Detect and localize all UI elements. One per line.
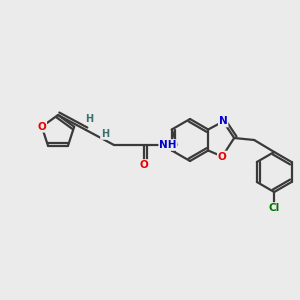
Text: O: O — [38, 122, 46, 132]
Text: N: N — [219, 116, 228, 127]
Text: H: H — [85, 114, 93, 124]
Text: H: H — [101, 129, 109, 139]
Text: O: O — [140, 160, 148, 170]
Text: NH: NH — [159, 140, 177, 150]
Text: Cl: Cl — [268, 203, 280, 213]
Text: O: O — [218, 152, 226, 161]
